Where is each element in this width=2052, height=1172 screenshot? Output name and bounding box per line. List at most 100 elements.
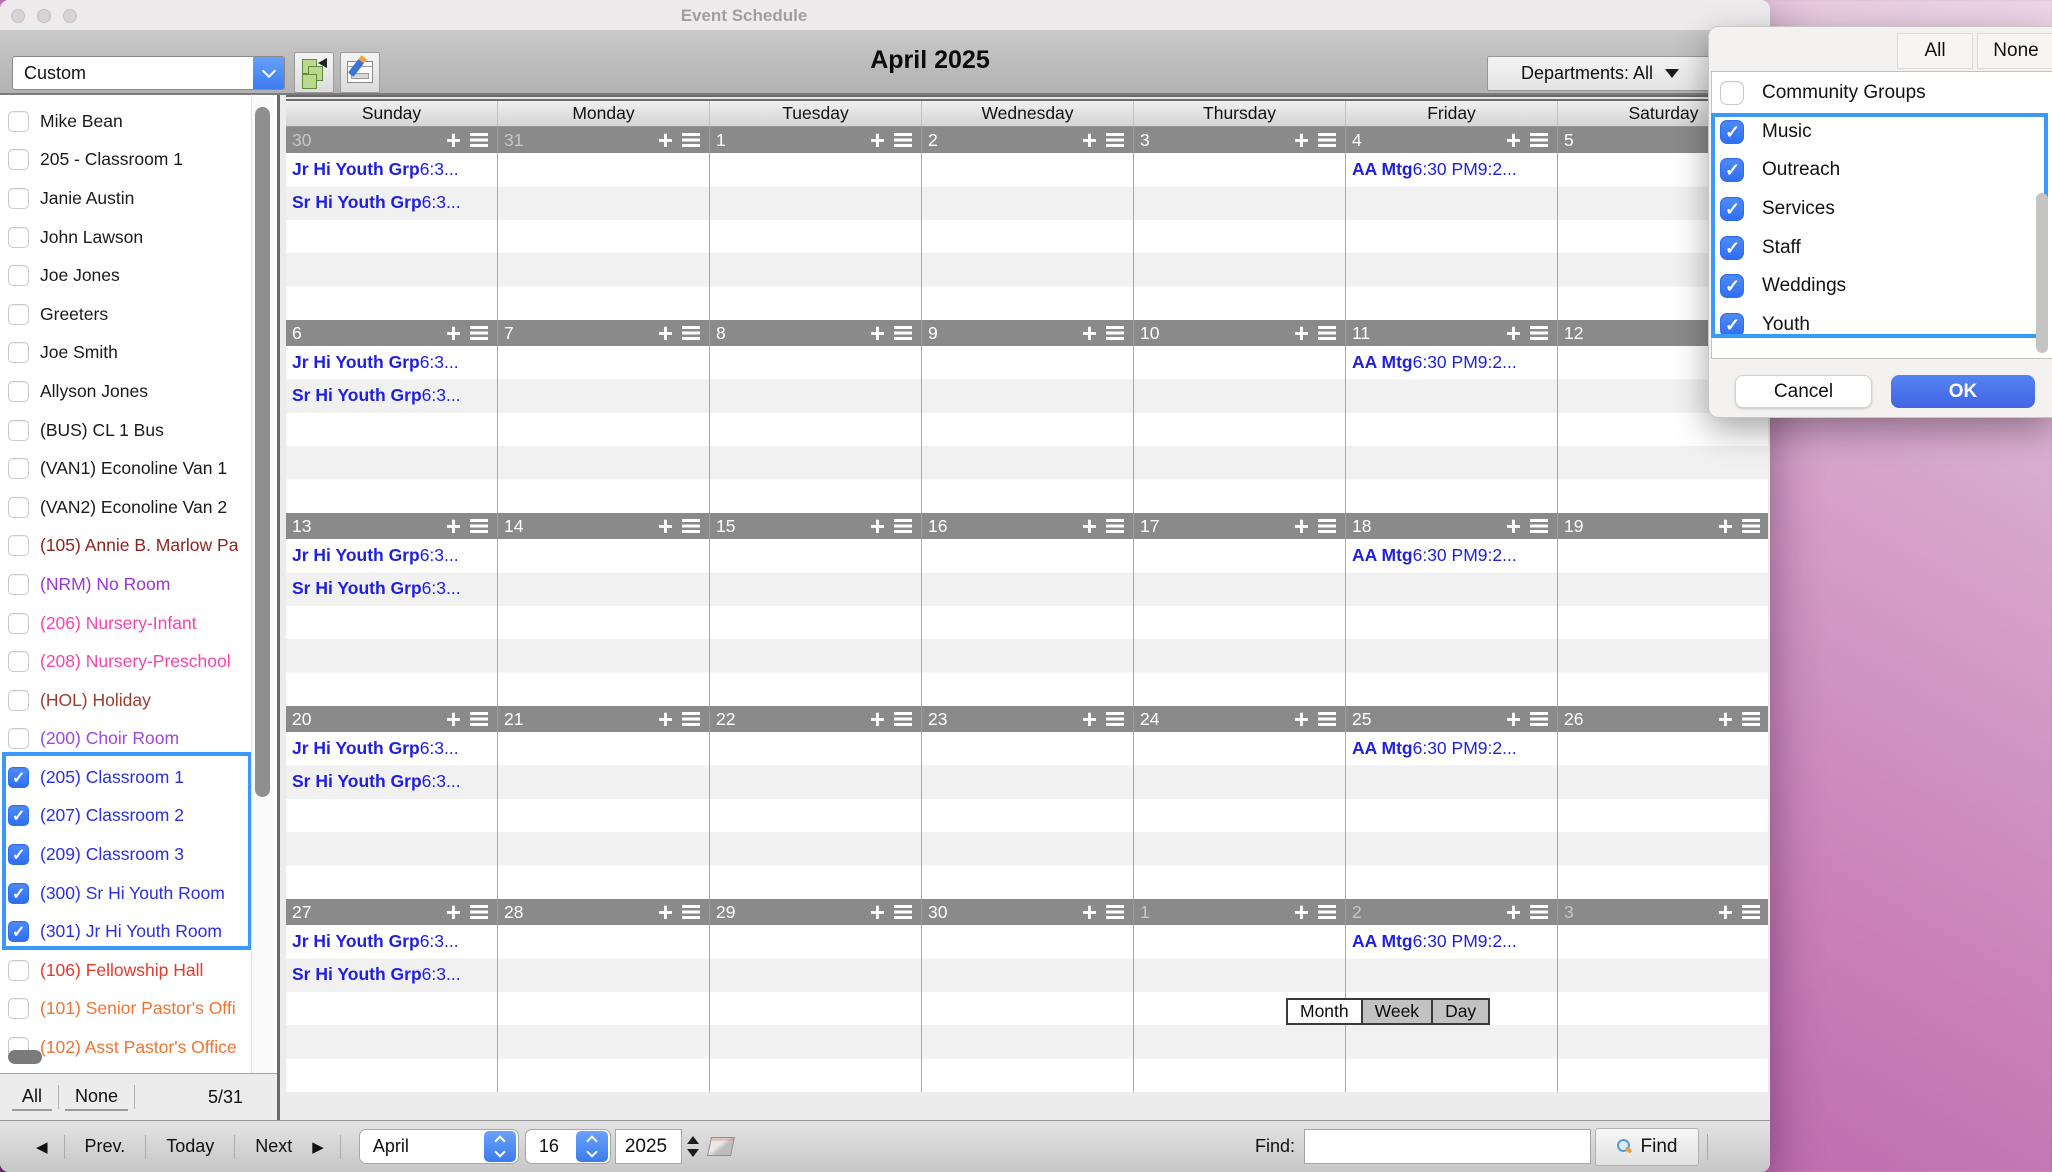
- add-event-icon[interactable]: +: [1293, 897, 1309, 927]
- day-menu-icon[interactable]: [1318, 519, 1336, 533]
- edit-layout-button[interactable]: [340, 52, 380, 93]
- day-menu-icon[interactable]: [1530, 133, 1548, 147]
- add-event-icon[interactable]: +: [1505, 125, 1521, 155]
- department-checkbox[interactable]: [1720, 158, 1744, 183]
- day-cell[interactable]: [710, 346, 922, 513]
- day-menu-icon[interactable]: [1106, 905, 1124, 919]
- sidebar-item-checkbox[interactable]: [8, 998, 29, 1020]
- day-cell[interactable]: [922, 539, 1134, 706]
- month-select[interactable]: April: [358, 1129, 519, 1164]
- day-cell[interactable]: AA Mtg6:30 PM9:2...: [1346, 925, 1558, 1092]
- department-item[interactable]: Staff: [1712, 228, 2052, 267]
- day-cell[interactable]: [498, 539, 710, 706]
- day-menu-icon[interactable]: [470, 519, 488, 533]
- add-event-icon[interactable]: +: [1505, 704, 1521, 734]
- department-checkbox[interactable]: [1720, 274, 1744, 299]
- find-button[interactable]: Find: [1595, 1127, 1699, 1166]
- sidebar-item-checkbox[interactable]: [8, 573, 29, 595]
- add-event-icon[interactable]: +: [1717, 511, 1733, 541]
- department-item[interactable]: Weddings: [1712, 267, 2052, 306]
- sidebar-item[interactable]: (208) Nursery-Preschool: [0, 642, 251, 681]
- sidebar-item-checkbox[interactable]: [8, 419, 29, 441]
- sidebar-item[interactable]: Mike Bean: [0, 102, 251, 141]
- add-event-icon[interactable]: +: [1081, 318, 1097, 348]
- day-cell[interactable]: [710, 539, 922, 706]
- sidebar-item[interactable]: (207) Classroom 2: [0, 797, 251, 836]
- department-checkbox[interactable]: [1720, 312, 1744, 337]
- sidebar-item-checkbox[interactable]: [8, 496, 29, 518]
- sidebar-item[interactable]: (300) Sr Hi Youth Room: [0, 874, 251, 913]
- year-stepper[interactable]: [686, 1136, 699, 1157]
- day-menu-icon[interactable]: [894, 712, 912, 726]
- jump-prev-icon[interactable]: ◀: [36, 1138, 48, 1156]
- day-menu-icon[interactable]: [682, 133, 700, 147]
- sidebar-item-checkbox[interactable]: [8, 651, 29, 673]
- day-cell[interactable]: [922, 153, 1134, 320]
- add-event-icon[interactable]: +: [1293, 704, 1309, 734]
- day-cell[interactable]: Jr Hi Youth Grp6:3... Sr Hi Youth Grp6:3.…: [286, 153, 498, 320]
- day-menu-icon[interactable]: [1318, 326, 1336, 340]
- department-checkbox[interactable]: [1720, 197, 1744, 222]
- prev-button[interactable]: Prev.: [84, 1136, 126, 1156]
- day-menu-icon[interactable]: [682, 905, 700, 919]
- department-item[interactable]: Youth: [1712, 306, 2052, 345]
- jump-next-icon[interactable]: ▶: [312, 1138, 324, 1156]
- add-event-icon[interactable]: +: [445, 125, 461, 155]
- add-event-icon[interactable]: +: [1505, 318, 1521, 348]
- sidebar-item-checkbox[interactable]: [8, 458, 29, 480]
- day-menu-icon[interactable]: [1318, 905, 1336, 919]
- zoom-window-icon[interactable]: [63, 9, 77, 23]
- sidebar-scrollbar-thumb[interactable]: [255, 107, 270, 797]
- sidebar-item-checkbox[interactable]: [8, 265, 29, 287]
- calendar-event[interactable]: Sr Hi Youth Grp6:3...: [286, 186, 497, 219]
- add-event-icon[interactable]: +: [1081, 125, 1097, 155]
- day-cell[interactable]: Jr Hi Youth Grp6:3... Sr Hi Youth Grp6:3.…: [286, 732, 498, 899]
- calendar-event[interactable]: Sr Hi Youth Grp6:3...: [286, 765, 497, 798]
- sidebar-item[interactable]: 205 - Classroom 1: [0, 141, 251, 180]
- department-item[interactable]: Outreach: [1712, 151, 2052, 190]
- calendar-event[interactable]: Jr Hi Youth Grp6:3...: [286, 346, 497, 379]
- calendar-event[interactable]: Sr Hi Youth Grp6:3...: [286, 379, 497, 412]
- add-event-icon[interactable]: +: [1293, 125, 1309, 155]
- add-event-icon[interactable]: +: [657, 125, 673, 155]
- add-event-icon[interactable]: +: [869, 318, 885, 348]
- calendar-event[interactable]: AA Mtg6:30 PM9:2...: [1346, 346, 1557, 379]
- add-event-icon[interactable]: +: [1293, 511, 1309, 541]
- department-checkbox[interactable]: [1720, 119, 1744, 144]
- day-select[interactable]: 16: [524, 1129, 611, 1164]
- add-event-icon[interactable]: +: [869, 897, 885, 927]
- sidebar-item-checkbox[interactable]: [8, 342, 29, 364]
- add-event-icon[interactable]: +: [1081, 704, 1097, 734]
- day-cell[interactable]: [922, 346, 1134, 513]
- calendar-event[interactable]: Jr Hi Youth Grp6:3...: [286, 925, 497, 958]
- add-event-icon[interactable]: +: [1081, 897, 1097, 927]
- day-menu-icon[interactable]: [1742, 712, 1760, 726]
- add-event-icon[interactable]: +: [445, 897, 461, 927]
- day-cell[interactable]: AA Mtg6:30 PM9:2...: [1346, 732, 1558, 899]
- add-event-icon[interactable]: +: [445, 511, 461, 541]
- sidebar-item[interactable]: (206) Nursery-Infant: [0, 604, 251, 643]
- select-none-button[interactable]: None: [65, 1084, 129, 1111]
- day-menu-icon[interactable]: [1530, 712, 1548, 726]
- popup-scrollbar-thumb[interactable]: [2036, 193, 2048, 353]
- sidebar-item[interactable]: John Lawson: [0, 218, 251, 257]
- day-menu-icon[interactable]: [1106, 326, 1124, 340]
- select-all-button[interactable]: All: [12, 1084, 53, 1111]
- calendar-event[interactable]: Sr Hi Youth Grp6:3...: [286, 572, 497, 605]
- day-menu-icon[interactable]: [1318, 712, 1336, 726]
- sidebar-item[interactable]: (209) Classroom 3: [0, 835, 251, 874]
- view-option-week[interactable]: Week: [1362, 1000, 1434, 1023]
- sidebar-item[interactable]: (205) Classroom 1: [0, 758, 251, 797]
- next-button[interactable]: Next: [255, 1136, 293, 1156]
- department-item[interactable]: Community Groups: [1712, 74, 2052, 113]
- sidebar-item[interactable]: (301) Jr Hi Youth Room: [0, 912, 251, 951]
- day-cell[interactable]: [922, 732, 1134, 899]
- departments-filter-button[interactable]: Departments: All: [1487, 56, 1713, 91]
- day-menu-icon[interactable]: [894, 519, 912, 533]
- day-menu-icon[interactable]: [682, 326, 700, 340]
- sidebar-item-checkbox[interactable]: [8, 921, 29, 943]
- today-button[interactable]: Today: [166, 1136, 215, 1156]
- sidebar-item[interactable]: Joe Smith: [0, 334, 251, 373]
- department-item[interactable]: Music: [1712, 113, 2052, 152]
- day-menu-icon[interactable]: [470, 326, 488, 340]
